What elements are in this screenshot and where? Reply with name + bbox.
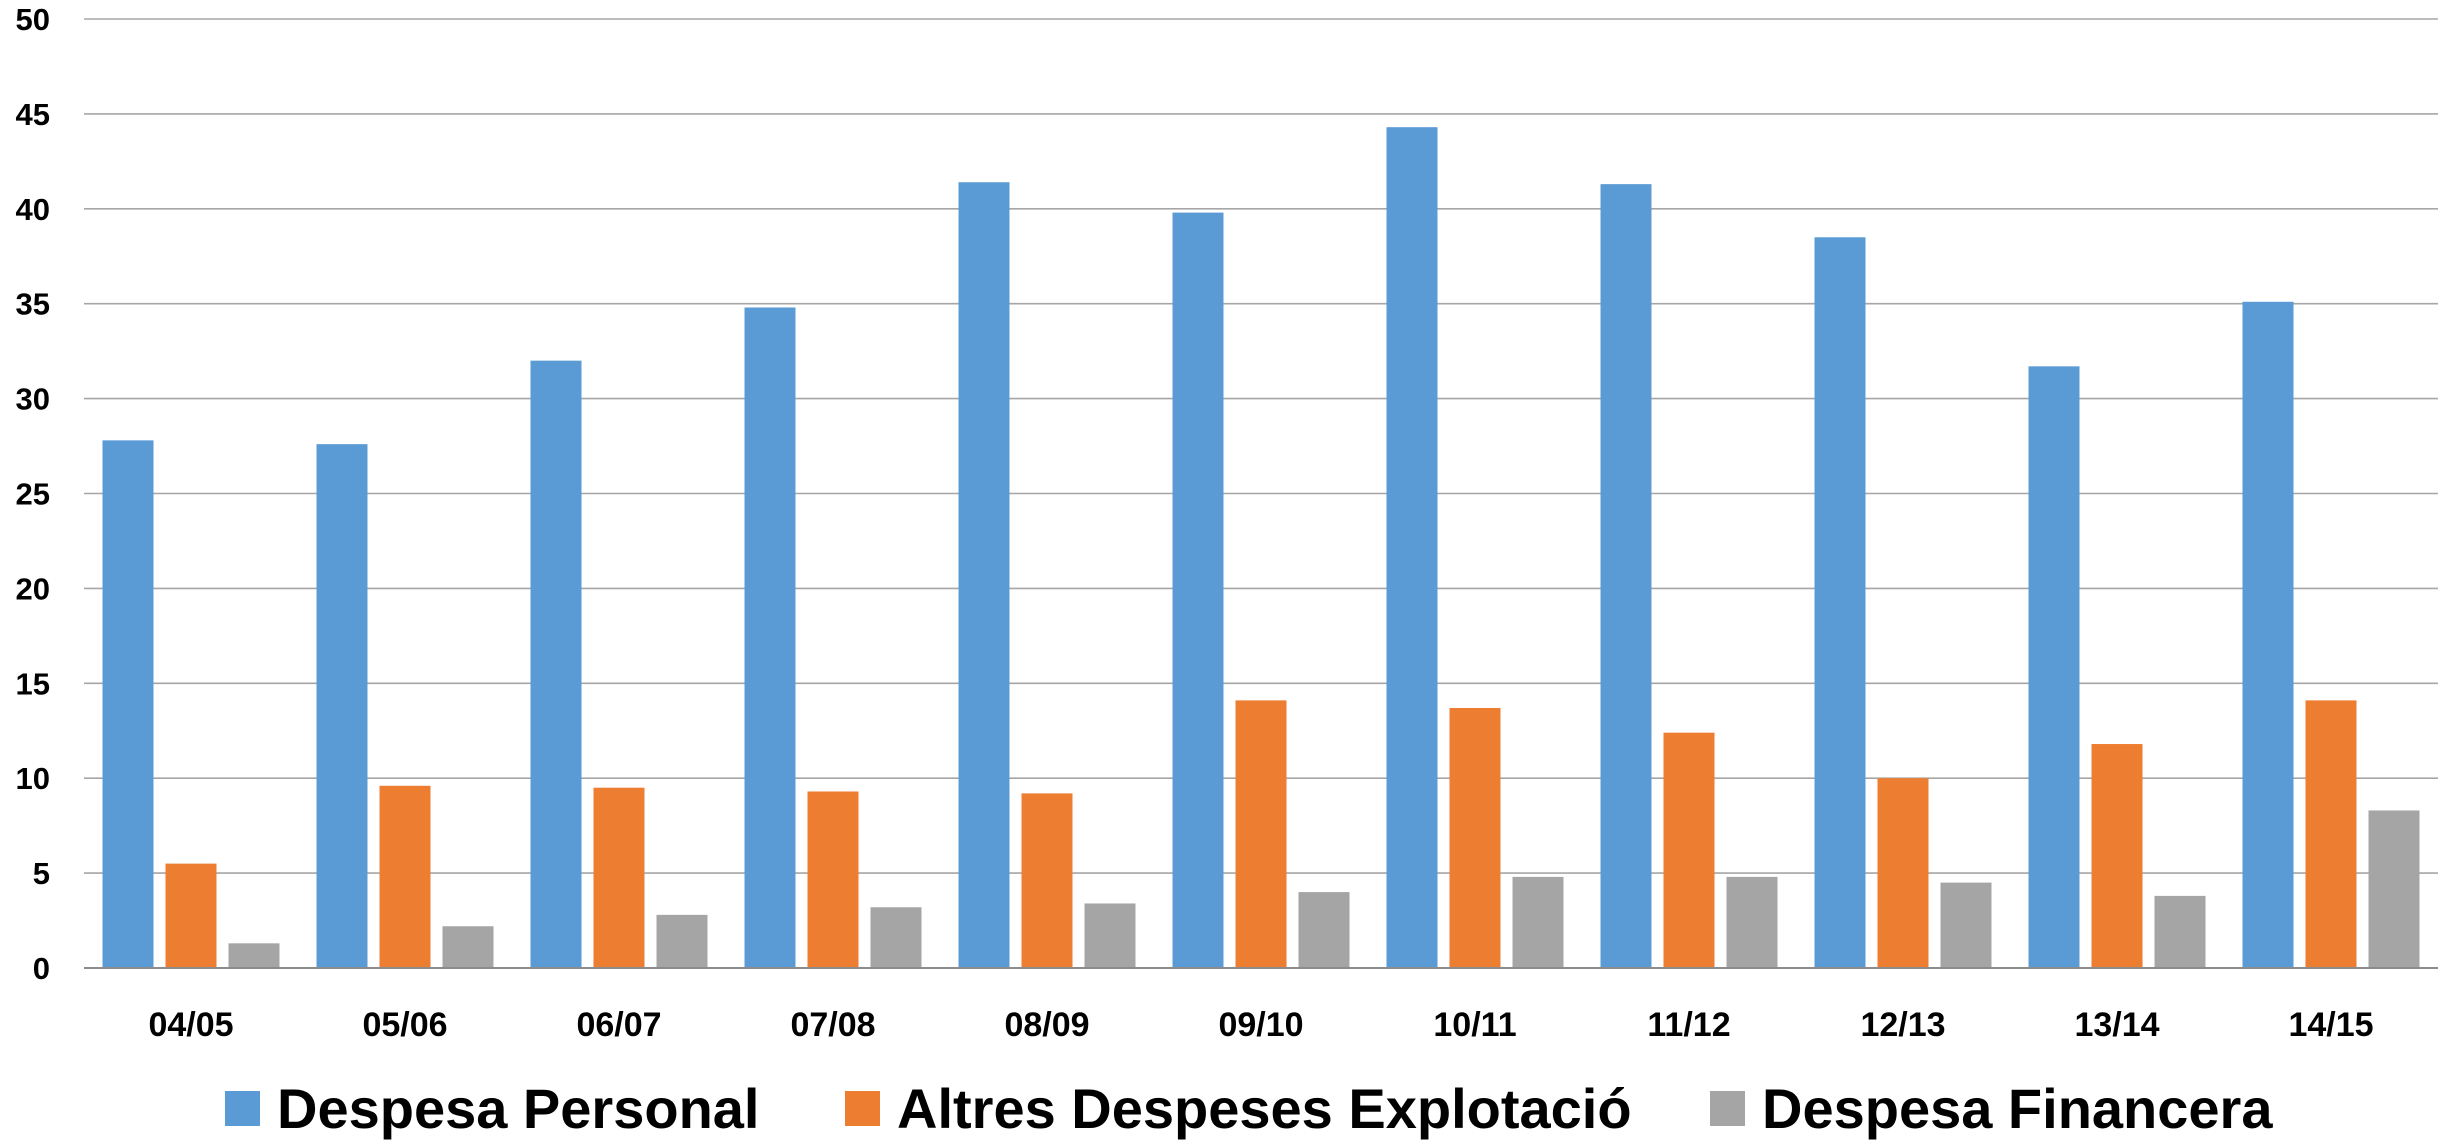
x-tick-label: 13/14 [2074,1006,2159,1044]
bar [656,914,708,968]
bar [593,787,645,968]
bar [870,907,922,968]
bar [102,440,154,969]
bar [1726,876,1778,968]
bar [1172,212,1224,968]
legend-swatch [225,1091,260,1126]
bar [1814,237,1866,968]
y-tick-label: 35 [16,287,50,322]
y-tick-label: 30 [16,382,50,417]
bar [2091,744,2143,968]
bar [165,863,217,968]
bar [228,943,280,968]
bar [1600,184,1652,969]
x-tick-label: 10/11 [1433,1006,1516,1044]
x-tick-label: 12/13 [1860,1006,1945,1044]
legend[interactable]: Despesa Personal Altres Despeses Explotac… [225,1077,2273,1140]
legend-label: Despesa Financera [1762,1077,2273,1140]
legend-item[interactable]: Despesa Financera [1710,1077,2273,1140]
y-tick-label: 40 [16,192,50,227]
bar [1298,892,1350,968]
x-tick-label: 14/15 [2288,1006,2373,1044]
y-tick-label: 10 [16,761,50,796]
bar [2028,366,2080,969]
bar [2154,895,2206,968]
x-tick-label: 09/10 [1218,1006,1303,1044]
bar [379,785,431,968]
legend-item[interactable]: Altres Despeses Explotació [845,1077,1632,1140]
bar [1235,700,1287,968]
x-tick-label: 07/08 [790,1006,875,1044]
x-tick-label: 05/06 [362,1006,447,1044]
legend-item[interactable]: Despesa Personal [225,1077,759,1140]
bar [1084,903,1136,968]
y-tick-label: 0 [33,951,50,986]
bar [1512,876,1564,968]
x-axis-ticks: 04/05 05/06 06/07 07/08 08/09 09/10 10/11 11/12… [148,1006,2373,1044]
x-tick-label: 04/05 [148,1006,233,1044]
y-tick-label: 50 [16,2,50,37]
y-tick-label: 15 [16,666,50,701]
y-tick-label: 45 [16,97,50,132]
bar [1877,778,1929,968]
legend-swatch [1710,1091,1745,1126]
x-tick-label: 08/09 [1004,1006,1089,1044]
bar [1449,707,1501,968]
bar [1940,882,1992,968]
y-tick-label: 5 [33,856,50,891]
legend-swatch [845,1091,880,1126]
bar [807,791,859,968]
bar [2368,810,2420,968]
gridlines [84,18,2438,874]
bar [442,926,494,968]
legend-label: Altres Despeses Explotació [897,1077,1632,1140]
bar [316,444,368,969]
x-tick-label: 11/12 [1647,1006,1730,1044]
x-tick-label: 06/07 [576,1006,661,1044]
bar [2305,700,2357,968]
bar [1021,793,1073,968]
bar [1386,127,1438,969]
y-tick-label: 20 [16,571,50,606]
bar [2242,301,2294,968]
bar [744,307,796,969]
y-axis-ticks: 0 5 10 15 20 25 30 35 40 45 50 [16,2,50,986]
bars [102,127,2420,969]
bar [530,360,582,968]
legend-label: Despesa Personal [277,1077,759,1140]
bar [1663,732,1715,968]
y-tick-label: 25 [16,477,50,512]
bar [958,182,1010,968]
